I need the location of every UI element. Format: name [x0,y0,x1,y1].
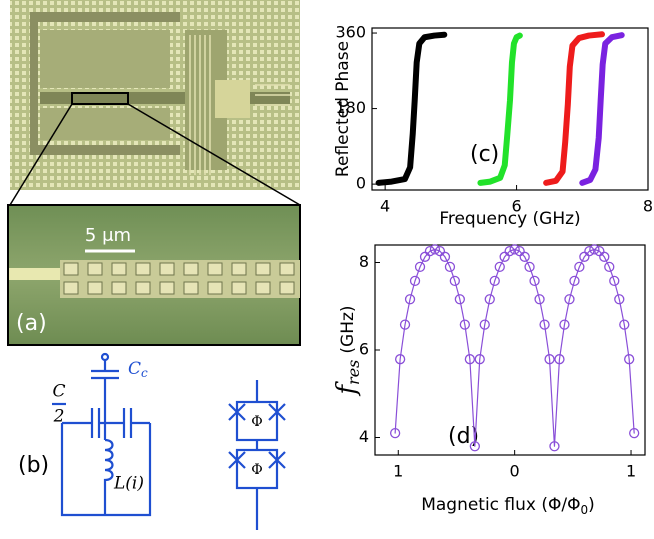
data-point [414,261,426,273]
data-point [569,275,580,287]
data-point [524,261,535,273]
x-tick-label: 6 [511,197,521,216]
series-line [477,32,523,186]
y-axis-label: Reflected Phase [333,41,353,177]
data-point [409,275,421,287]
data-point [484,294,495,305]
data-point [519,251,530,262]
inductor-label: L(i) [113,474,144,494]
data-point [429,244,441,255]
series-line [394,248,635,447]
x-tick-label: 1 [626,462,636,481]
x-axis-label-text: Magnetic flux (Φ/Φ [421,495,580,515]
data-point [449,275,460,287]
coupling-cap-label: Cc [128,359,148,380]
data-point [534,294,545,305]
data-point [474,354,485,365]
y-tick-label: 360 [335,23,366,42]
data-point [539,319,550,330]
series-line [375,31,448,186]
data-point [629,427,640,439]
x-axis-label: Magnetic flux (Φ/Φ0) [421,495,595,517]
x-tick-label: 1 [393,462,403,481]
data-point [604,261,615,273]
scale-bar-label: 5 μm [85,225,131,246]
x-tick-label: 0 [510,462,520,481]
panel-label: (a) [16,311,47,336]
y-axis-label: fres(GHz) [332,305,363,396]
panel-label: (b) [18,453,49,478]
x-axis-label-subscript: 0 [581,503,589,517]
y-tick-label: 8 [359,252,369,271]
micrograph: 5 μm (a) [7,0,301,346]
y-tick-label: 6 [359,340,369,359]
flux-label: Φ [251,414,262,430]
series-line [543,31,605,186]
x-tick-label: 4 [380,197,390,216]
data-point [489,275,500,287]
x-axis-label-end: ) [588,495,595,515]
y-axis-label-unit: (GHz) [338,305,358,353]
flux-label: Φ [251,462,262,478]
panel-label: (c) [470,142,499,167]
data-point [624,354,635,365]
data-point [389,427,401,439]
x-axis-label: Frequency (GHz) [439,209,580,229]
data-point [574,261,585,273]
data-point [619,319,630,330]
data-point [424,245,436,257]
y-axis-label-subscript: res [344,360,363,385]
y-tick-label: 4 [359,427,369,446]
data-point [459,319,470,330]
data-point [469,441,481,452]
data-point [504,245,515,257]
data-point [564,294,575,305]
circuit: Cc C 2 L(i) (b) Φ Φ [18,352,286,530]
data-point [464,354,475,365]
x-tick-label: 8 [643,197,653,216]
data-point [509,244,520,255]
series-line [579,32,625,186]
data-point [494,261,505,273]
data-point [454,294,465,305]
data-point [444,261,456,273]
data-point [584,245,595,257]
data-point [609,275,620,287]
y-tick-label: 180 [335,98,366,117]
data-point [599,251,610,262]
data-point [439,251,451,262]
data-point [394,354,406,365]
data-point [559,319,570,330]
data-point [479,319,490,330]
data-point [404,294,416,305]
data-point [589,244,600,255]
data-point [544,354,555,365]
half-cap-numerator: C [52,382,65,402]
data-point [399,319,411,330]
data-point [614,294,625,305]
data-point [549,441,560,452]
data-point [554,354,565,365]
half-cap-denominator: 2 [53,407,65,427]
data-point [529,275,540,287]
y-tick-label: 0 [356,174,366,193]
